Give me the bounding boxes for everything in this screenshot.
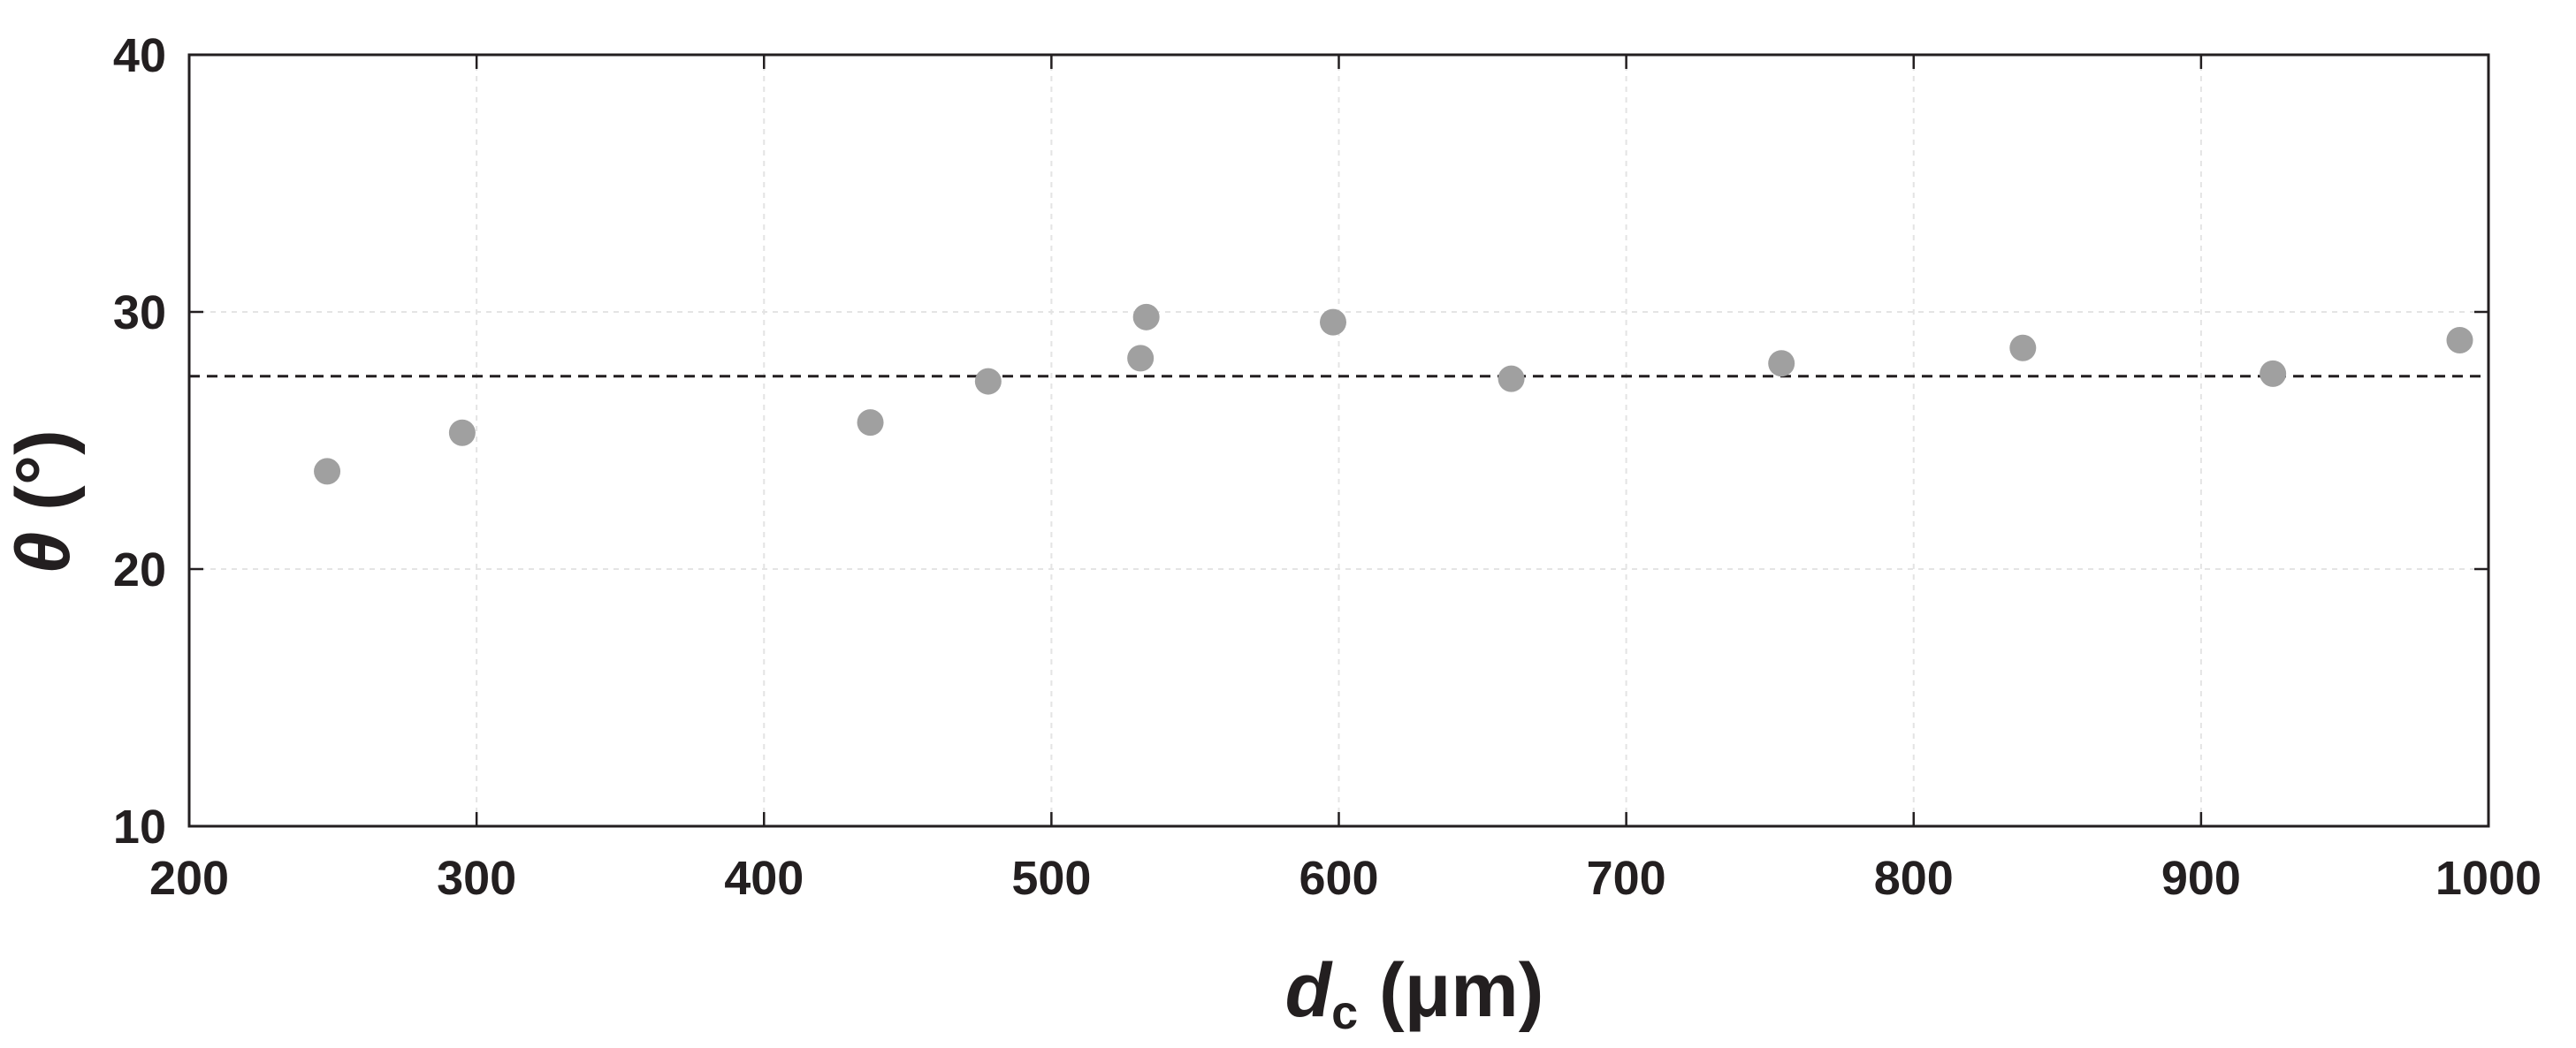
x-tick-label: 700 — [1587, 852, 1666, 905]
x-tick-label: 500 — [1011, 852, 1091, 905]
x-tick-label: 1000 — [2435, 852, 2542, 905]
x-tick-label: 400 — [724, 852, 804, 905]
x-tick-label: 800 — [1874, 852, 1954, 905]
y-tick-label: 10 — [113, 801, 166, 854]
data-point — [857, 409, 884, 437]
tick-marks — [187, 53, 2490, 828]
x-axis-title: dc (μm) — [1285, 948, 1544, 1039]
x-tick-labels: 200 300 400 500 600 700 800 900 1000 — [149, 852, 2542, 905]
x-axis-symbol: d — [1285, 948, 1333, 1033]
data-point — [1132, 303, 1160, 330]
data-point — [1768, 350, 1795, 377]
x-tick-label: 600 — [1299, 852, 1378, 905]
y-axis-unit: (°) — [1, 429, 86, 532]
data-points — [314, 303, 2473, 485]
data-point — [2009, 334, 2037, 361]
y-axis-title: θ (°) — [1, 429, 86, 574]
data-point — [974, 368, 1002, 395]
data-point — [2260, 360, 2287, 387]
data-point — [1498, 365, 1525, 392]
y-tick-label: 40 — [113, 29, 166, 82]
x-tick-label: 300 — [437, 852, 516, 905]
x-axis-unit: (μm) — [1358, 948, 1543, 1033]
y-tick-labels: 10 20 30 40 — [113, 29, 166, 854]
y-axis-symbol: θ — [1, 532, 86, 574]
x-tick-label: 900 — [2161, 852, 2241, 905]
data-point — [1127, 345, 1155, 372]
data-point — [314, 458, 341, 485]
y-tick-label: 20 — [113, 543, 166, 596]
grid-lines — [189, 55, 2488, 826]
data-point — [448, 419, 476, 446]
data-point — [2446, 327, 2473, 354]
x-tick-label: 200 — [149, 852, 229, 905]
data-point — [1319, 308, 1346, 336]
x-axis-subscript: c — [1331, 986, 1358, 1039]
y-tick-label: 30 — [113, 286, 166, 339]
